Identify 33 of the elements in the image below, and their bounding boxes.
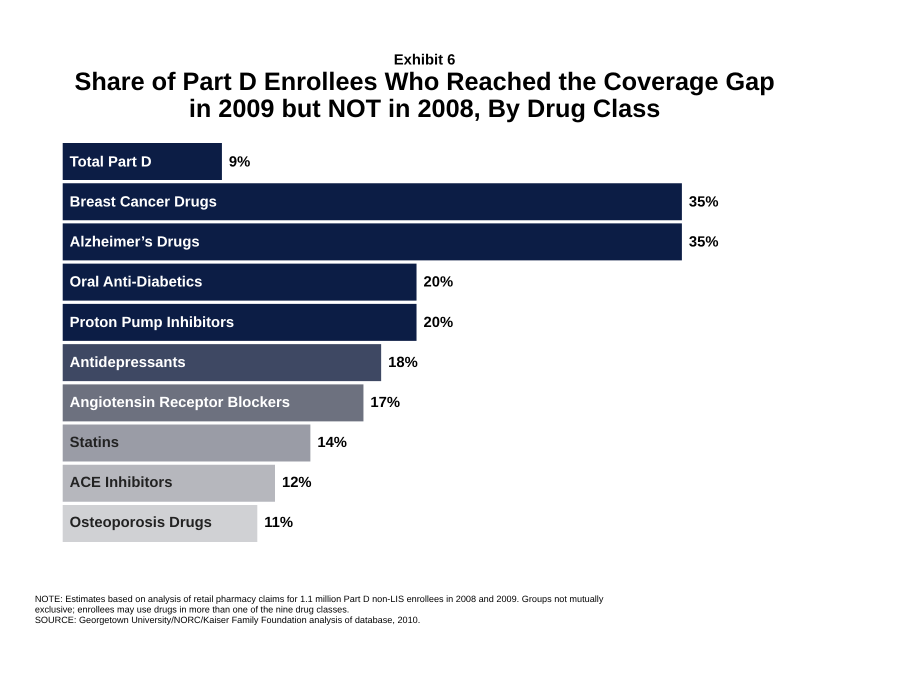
bar — [62, 344, 382, 382]
data-label: 11% — [264, 515, 294, 532]
y-tick-label: Statins — [70, 434, 120, 451]
bar — [62, 464, 275, 502]
y-tick-label: Total Part D — [70, 154, 152, 171]
y-tick-label: Osteoporosis Drugs — [70, 515, 212, 532]
data-label: 18% — [388, 354, 418, 371]
source-note: SOURCE: Georgetown University/NORC/Kaiser Family Foundation analysis of database, 2010. — [34, 614, 420, 625]
bar — [62, 304, 417, 341]
bar — [62, 424, 310, 462]
y-tick-label: Oral Anti-Diabetics — [70, 274, 202, 291]
chart-title: Share of Part D Enrollees Who Reached the Coverage Gap in 2009 but NOT in 2008, By Drug Class — [74, 68, 775, 123]
data-label: 12% — [282, 475, 312, 492]
chart-subtitle: Exhibit 6 — [394, 52, 456, 69]
y-tick-label: Breast Cancer Drugs — [70, 194, 217, 211]
y-tick-label: Antidepressants — [70, 354, 186, 371]
y-tick-label: Alzheimer’s Drugs — [70, 234, 200, 251]
data-label: 20% — [423, 314, 454, 331]
bar — [62, 223, 682, 260]
data-label: 14% — [317, 434, 347, 451]
y-tick-label: Angiotensin Receptor Blockers — [70, 394, 290, 411]
text: NOTE: Estimates based on analysis of retail pharmacy claims for 1.1 million Part D non-LIS enrollees in 2008 and 2009. Groups not mutually — [34, 594, 604, 604]
data-label: 20% — [423, 274, 454, 291]
data-label: 17% — [370, 394, 400, 411]
bar — [62, 264, 417, 301]
y-tick-label: ACE Inhibitors — [70, 475, 172, 492]
bar — [62, 142, 222, 180]
text: exclusive; enrollees may use drugs in more than one of the nine drug classes. — [34, 604, 350, 614]
data-label: 35% — [688, 194, 718, 211]
data-label: 35% — [688, 234, 718, 251]
data-label: 9% — [228, 154, 250, 171]
bar — [62, 183, 682, 220]
y-tick-label: Proton Pump Inhibitors — [70, 314, 234, 331]
